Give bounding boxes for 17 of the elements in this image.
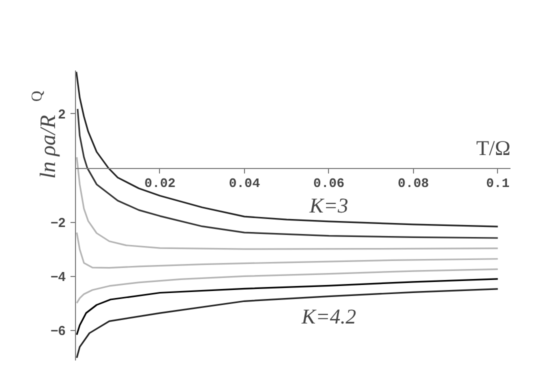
line-series bbox=[76, 278, 499, 336]
y-tick-label: −2 bbox=[50, 214, 66, 230]
line-series bbox=[76, 232, 499, 269]
y-tick-label: 2 bbox=[58, 106, 66, 122]
line-series bbox=[76, 268, 499, 304]
y-tick-label: −4 bbox=[50, 268, 66, 284]
y-axis-title: ln ρa/RQ bbox=[30, 90, 60, 179]
y-tick-label: −6 bbox=[50, 323, 66, 338]
x-tick-label: 0.02 bbox=[144, 176, 176, 192]
annotation: K=3 bbox=[308, 193, 348, 218]
x-tick-label: 0.04 bbox=[228, 176, 260, 192]
x-axis-title: T/Ω bbox=[476, 136, 511, 160]
x-tick-label: 0.06 bbox=[313, 176, 345, 192]
annotation: K=4.2 bbox=[300, 304, 357, 328]
x-tick-label: 0.1 bbox=[486, 176, 510, 192]
line-series bbox=[76, 288, 499, 359]
x-tick-label: 0.08 bbox=[398, 176, 430, 192]
